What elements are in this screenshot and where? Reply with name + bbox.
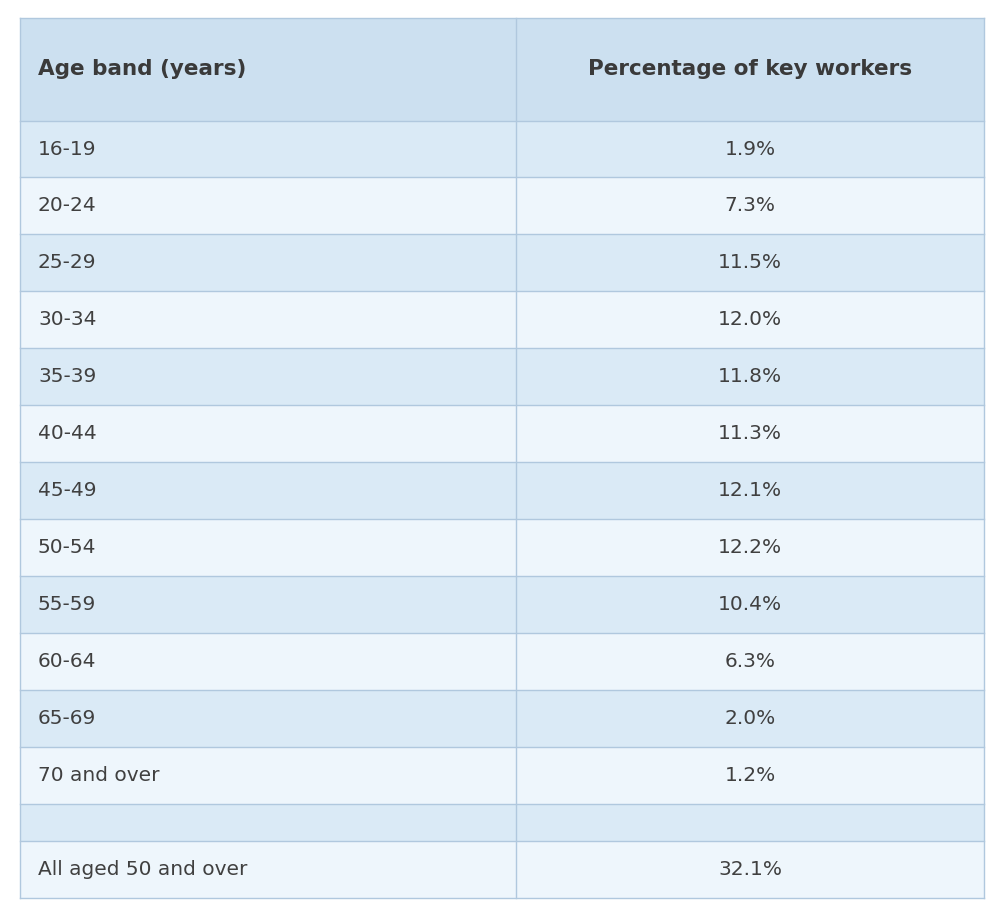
- Text: 7.3%: 7.3%: [724, 196, 775, 215]
- Bar: [516, 519, 983, 576]
- Bar: [20, 690, 516, 747]
- Text: 12.2%: 12.2%: [717, 539, 781, 557]
- Bar: [516, 178, 983, 234]
- Text: 10.4%: 10.4%: [717, 595, 781, 614]
- Text: Age band (years): Age band (years): [38, 60, 246, 80]
- Bar: [20, 178, 516, 234]
- Text: 6.3%: 6.3%: [724, 652, 775, 671]
- Text: 2.0%: 2.0%: [724, 709, 775, 728]
- Bar: [516, 18, 983, 121]
- Bar: [516, 405, 983, 463]
- Bar: [516, 804, 983, 841]
- Bar: [20, 121, 516, 178]
- Text: 30-34: 30-34: [38, 311, 96, 330]
- Bar: [516, 291, 983, 348]
- Bar: [20, 405, 516, 463]
- Text: 40-44: 40-44: [38, 424, 96, 443]
- Text: 70 and over: 70 and over: [38, 766, 159, 785]
- Text: 35-39: 35-39: [38, 367, 96, 387]
- Bar: [20, 804, 516, 841]
- Text: 32.1%: 32.1%: [717, 860, 781, 879]
- Text: 60-64: 60-64: [38, 652, 96, 671]
- Bar: [516, 234, 983, 291]
- Text: 20-24: 20-24: [38, 196, 96, 215]
- Text: 12.1%: 12.1%: [717, 481, 781, 500]
- Bar: [20, 841, 516, 898]
- Bar: [516, 747, 983, 804]
- Bar: [20, 633, 516, 690]
- Bar: [516, 841, 983, 898]
- Bar: [20, 348, 516, 405]
- Bar: [20, 18, 516, 121]
- Text: 55-59: 55-59: [38, 595, 96, 614]
- Text: 45-49: 45-49: [38, 481, 96, 500]
- Bar: [20, 463, 516, 519]
- Text: Percentage of key workers: Percentage of key workers: [588, 60, 912, 80]
- Bar: [516, 690, 983, 747]
- Text: 12.0%: 12.0%: [717, 311, 781, 330]
- Bar: [516, 348, 983, 405]
- Text: 11.3%: 11.3%: [717, 424, 781, 443]
- Bar: [20, 519, 516, 576]
- Text: 1.9%: 1.9%: [724, 139, 775, 158]
- Bar: [20, 747, 516, 804]
- Bar: [516, 576, 983, 633]
- Bar: [20, 234, 516, 291]
- Bar: [516, 463, 983, 519]
- Text: 1.2%: 1.2%: [724, 766, 775, 785]
- Bar: [516, 633, 983, 690]
- Text: 11.5%: 11.5%: [717, 254, 781, 272]
- Bar: [20, 291, 516, 348]
- Text: 50-54: 50-54: [38, 539, 96, 557]
- Text: 25-29: 25-29: [38, 254, 96, 272]
- Bar: [516, 121, 983, 178]
- Text: 16-19: 16-19: [38, 139, 96, 158]
- Text: 65-69: 65-69: [38, 709, 96, 728]
- Text: All aged 50 and over: All aged 50 and over: [38, 860, 247, 879]
- Text: 11.8%: 11.8%: [717, 367, 781, 387]
- Bar: [20, 576, 516, 633]
